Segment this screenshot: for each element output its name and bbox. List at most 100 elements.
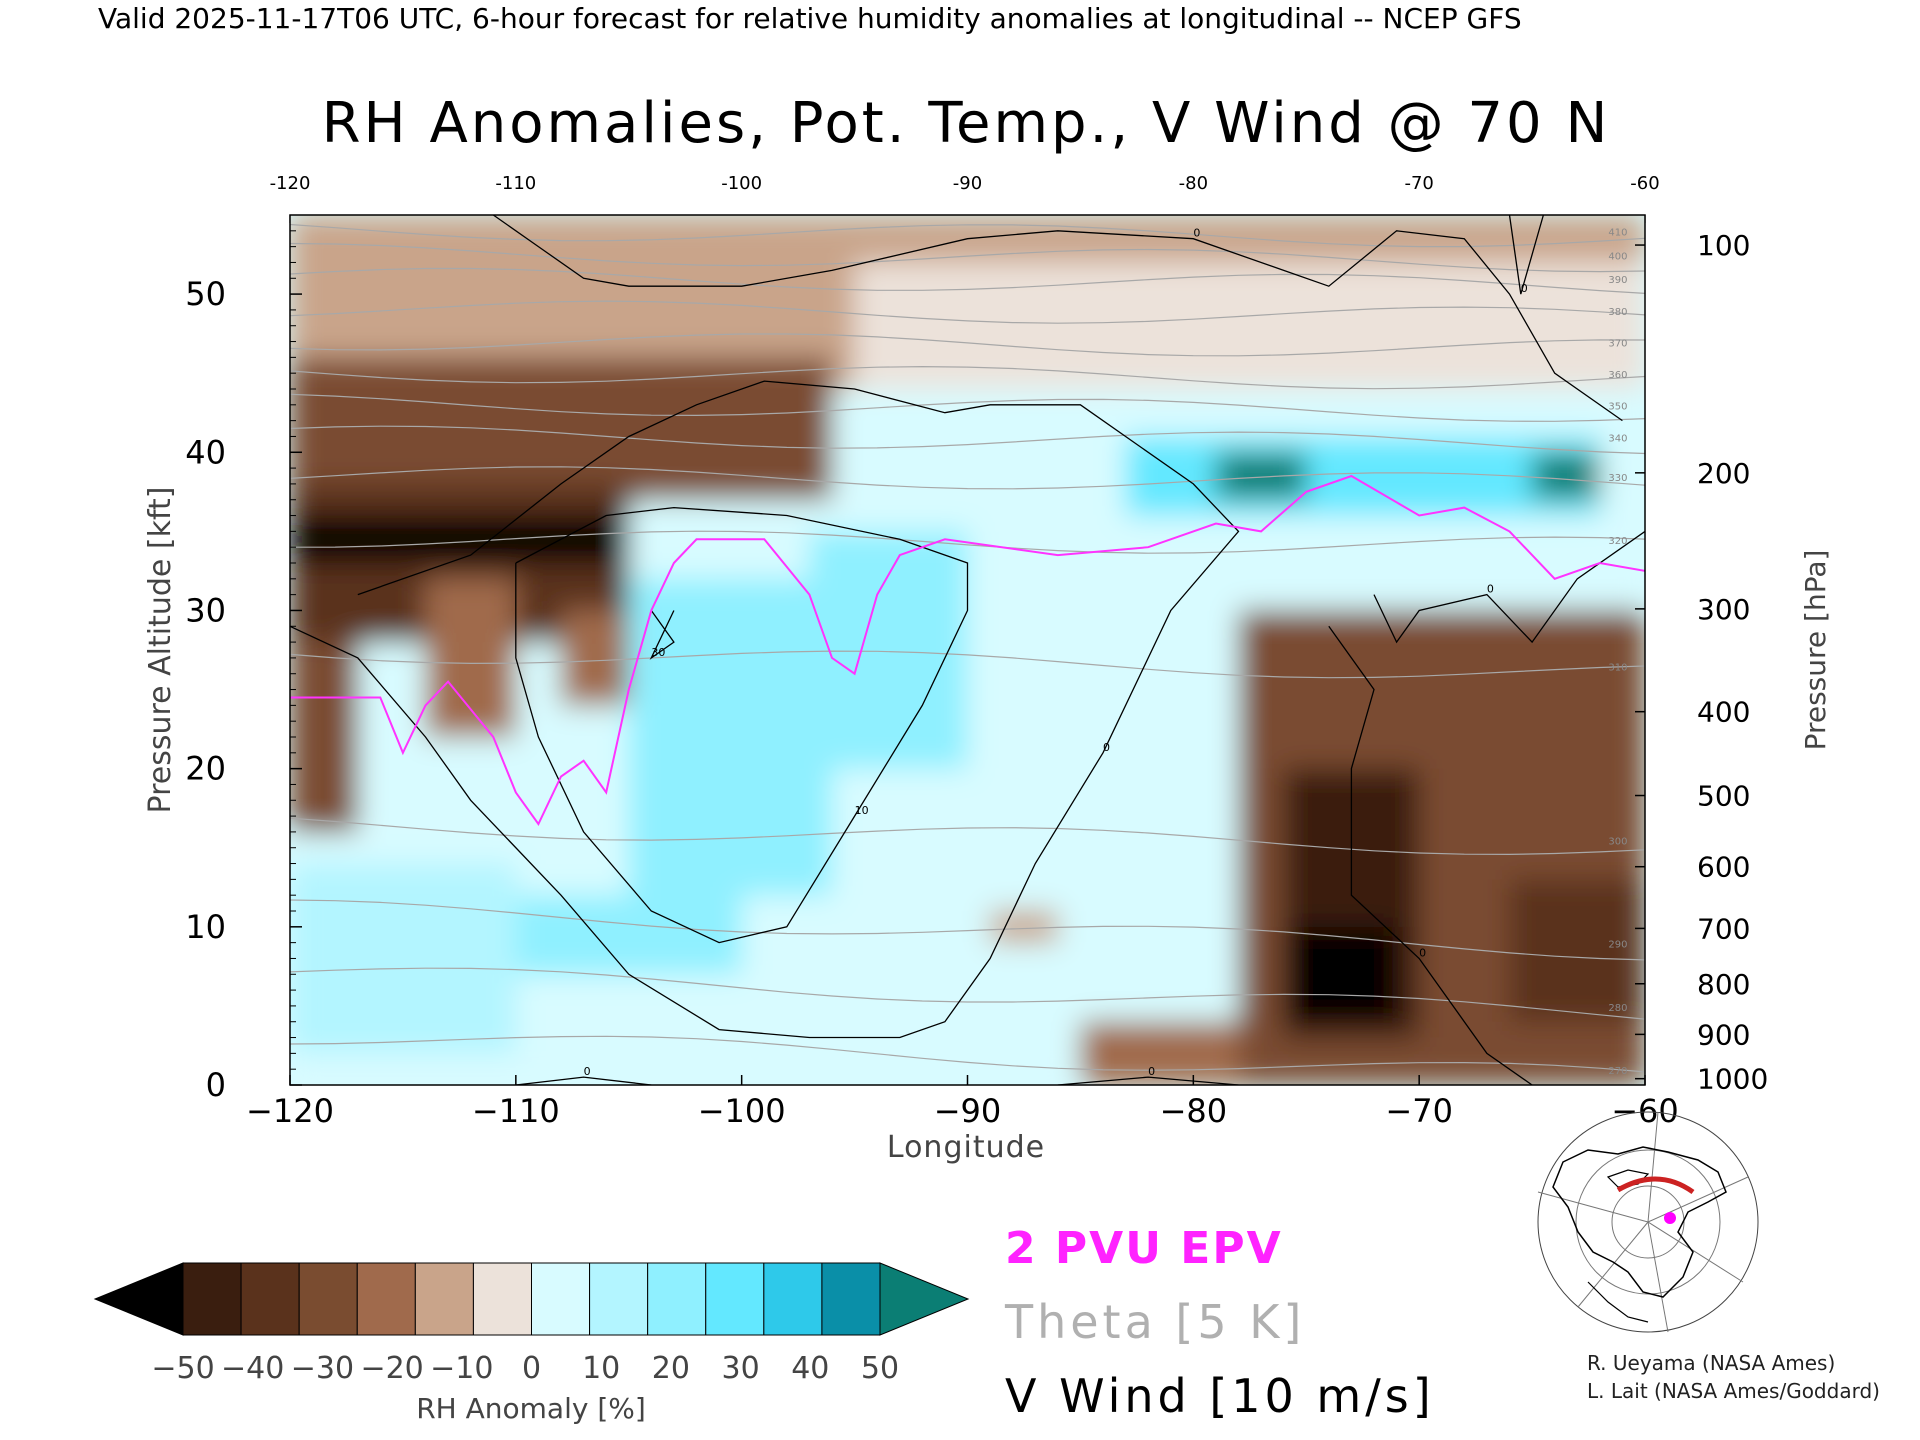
epv-2pvu-contour [290,474,1645,826]
top-x-tick-label: -110 [495,173,536,194]
pressure-tick-label: 400 [1697,696,1750,729]
y-tick-label: 10 [185,908,226,946]
v-wind-contour-label: 0 [1148,1065,1155,1078]
colorbar-swatch [763,1262,823,1336]
v-wind-contour-line [1508,215,1545,295]
theta-contour-line [290,267,1645,294]
x-axis: −120 −110 −100 −90 −80 −70 −60 [246,1075,1679,1130]
rh-anomaly-cell [990,911,1058,943]
x-tick-label: −70 [1385,1092,1453,1130]
top-x-tick-label: -120 [270,173,311,194]
theta-contour-label: 400 [1608,251,1627,262]
colorbar-swatch [821,1262,881,1336]
theta-contour-label: 320 [1608,536,1627,547]
colorbar-tick-label: 20 [652,1351,690,1386]
theta-contour-label: 360 [1608,370,1627,381]
theta-contour-label: 270 [1608,1066,1627,1077]
y-tick-label: 20 [185,750,226,788]
v-wind-contour-label: 0 [584,1065,591,1078]
top-x-tick-label: -70 [1404,173,1433,194]
colorbar-swatch [240,1262,300,1336]
x-axis-label: Longitude [887,1130,1045,1165]
rh-anomaly-cell [290,515,629,563]
v-wind-contour-label: 0 [1521,282,1528,295]
y-axis-right: 100 200 300 400 500 600 700 800 900 1000 [1635,229,1768,1096]
theta-contour-label: 410 [1608,228,1627,239]
v-wind-contour-line [1328,625,1533,1085]
colorbar-swatch [589,1262,649,1336]
theta-contour-line [290,967,1645,1020]
v-wind-contour-label: 0 [1487,583,1494,596]
theta-contour-label: 350 [1608,402,1627,413]
rh-anomaly-cell [628,578,832,896]
theta-contour-line [290,817,1645,856]
v-wind-contour-line [290,380,1240,1039]
v-wind-contour-label: 0 [1419,946,1426,959]
v-wind-contour-label: 0 [1103,741,1110,754]
colorbar-tick-label: −50 [151,1351,214,1386]
credit-line-2: L. Lait (NASA Ames/Goddard) [1587,1379,1880,1403]
chart-title: RH Anomalies, Pot. Temp., V Wind @ 70 N [322,91,1611,156]
v-wind-contour-line [492,215,1623,422]
legend-epv: 2 PVU EPV [1005,1223,1283,1274]
colorbar: −50 −40 −30 −20 −10 0 10 20 30 40 50 [93,1262,970,1386]
theta-contour-label: 390 [1608,275,1627,286]
legend-theta: Theta [5 K] [1004,1295,1305,1349]
v-wind-contour-line [649,610,675,660]
y-axis-left: 0 10 20 30 40 50 [185,230,302,1104]
rh-anomaly-cell [1509,879,1645,1022]
theta-contour-line [290,242,1645,273]
epv-2pvu-line [290,474,1645,826]
x-tick-label: −110 [472,1092,560,1130]
rh-anomaly-cell [1532,452,1600,500]
colorbar-label: RH Anomaly [%] [416,1392,646,1425]
colorbar-swatch [298,1262,358,1336]
pressure-tick-label: 300 [1697,593,1750,626]
colorbar-tick-label: −10 [430,1351,493,1386]
pressure-tick-label: 500 [1697,780,1750,813]
theta-contour-label: 330 [1608,473,1627,484]
colorbar-swatch [531,1262,591,1336]
theta-contour-line [290,650,1645,679]
colorbar-swatch [356,1262,416,1336]
y-tick-label: 40 [185,433,226,471]
rh-anomaly-cell [290,863,516,1054]
theta-contour-label: 310 [1608,663,1627,674]
theta-contour-line [290,899,1645,961]
top-x-tick-label: -60 [1630,173,1659,194]
theta-contour-line [290,365,1645,390]
credit-line-1: R. Ueyama (NASA Ames) [1587,1351,1835,1375]
pressure-tick-label: 900 [1697,1018,1750,1051]
colorbar-tick-label: 10 [582,1351,620,1386]
y-tick-label: 30 [185,591,226,629]
top-x-tick-label: -80 [1179,173,1208,194]
theta-contour-label: 340 [1608,433,1627,444]
colorbar-swatch [414,1262,474,1336]
theta-contour-line [290,530,1645,554]
valid-line: Valid 2025-11-17T06 UTC, 6-hour forecast… [98,2,1522,35]
theta-contour-label: 280 [1608,1003,1627,1014]
colorbar-tick-label: −30 [291,1351,354,1386]
rh-anomaly-cell [1283,926,1397,1022]
rh-anomaly-cell [425,578,516,737]
v-wind-contour-line [515,1076,652,1085]
colorbar-tick-label: −40 [221,1351,284,1386]
theta-contour-label: 370 [1608,338,1627,349]
pressure-tick-label: 200 [1697,457,1750,490]
pressure-tick-label: 700 [1697,912,1750,945]
theta-contour-line [290,466,1645,490]
colorbar-low-arrow [93,1262,184,1336]
theta-contour-label: 300 [1608,837,1627,848]
plot-area: 270 280 290 300 310 320 330 340 350 360 370 380 390 4… [290,215,1645,1085]
theta-contours: 270 280 290 300 310 320 330 340 350 360 370 380 390 4… [290,223,1645,1077]
theta-contour-label: 290 [1608,940,1627,951]
rh-anomaly-cell [290,642,358,832]
theta-contour-label: 380 [1608,307,1627,318]
theta-contour-line [290,393,1645,422]
colorbar-tick-label: 50 [861,1351,899,1386]
v-wind-contours: 0 0 0 10 0 0 0 0 30 [290,215,1645,1085]
rh-anomaly-cell [1125,436,1600,516]
colorbar-tick-label: 30 [722,1351,760,1386]
top-axis-ticks: -120 -110 -100 -90 -80 -70 -60 [270,173,1660,223]
